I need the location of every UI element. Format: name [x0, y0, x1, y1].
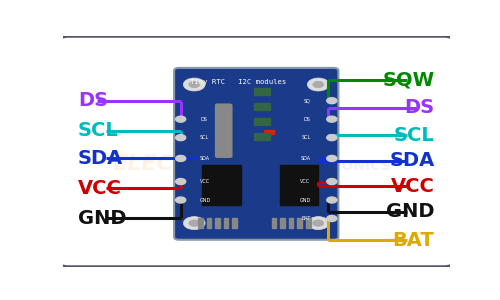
Text: DS: DS [200, 117, 207, 122]
Circle shape [327, 197, 337, 203]
Bar [264, 130, 274, 134]
FancyBboxPatch shape [174, 68, 338, 240]
Circle shape [176, 155, 186, 161]
Circle shape [189, 81, 200, 88]
Text: GND: GND [386, 202, 434, 221]
Text: Tiny RTC   I2C modules: Tiny RTC I2C modules [190, 79, 286, 85]
Bar [198, 218, 203, 228]
Circle shape [184, 78, 205, 91]
Text: SCL: SCL [200, 135, 209, 140]
Circle shape [327, 215, 337, 221]
Bar [215, 218, 220, 228]
Text: SDA: SDA [200, 156, 210, 161]
Text: SCL: SCL [301, 135, 310, 140]
Text: DS: DS [404, 98, 434, 117]
Text: SDA: SDA [300, 156, 310, 161]
Text: VCC: VCC [390, 177, 434, 196]
Circle shape [176, 197, 186, 203]
Bar [224, 218, 228, 228]
Bar [298, 218, 302, 228]
FancyBboxPatch shape [58, 36, 454, 267]
Text: SDA: SDA [78, 149, 123, 168]
Circle shape [327, 155, 337, 161]
Circle shape [313, 81, 324, 88]
Circle shape [327, 116, 337, 122]
Text: SQW: SQW [382, 70, 434, 89]
Text: BAT: BAT [301, 216, 310, 221]
Text: VCC: VCC [300, 179, 310, 184]
Bar [306, 218, 310, 228]
Text: ELEC: ELEC [113, 154, 174, 174]
Bar [232, 218, 237, 228]
Circle shape [176, 116, 186, 122]
Bar [202, 165, 241, 205]
Circle shape [184, 217, 205, 230]
Text: DS: DS [304, 117, 310, 122]
Bar [280, 165, 318, 205]
Bar [280, 218, 285, 228]
Circle shape [176, 178, 186, 184]
Bar [254, 88, 270, 95]
Text: SQ: SQ [304, 98, 310, 103]
Text: TRONICS: TRONICS [322, 159, 392, 173]
Circle shape [327, 178, 337, 184]
Circle shape [308, 217, 329, 230]
Circle shape [327, 98, 337, 104]
Bar [206, 218, 212, 228]
Bar [254, 118, 270, 125]
Bar [254, 133, 270, 140]
Circle shape [308, 78, 329, 91]
Text: GND: GND [299, 197, 310, 202]
Text: SCL: SCL [78, 121, 119, 140]
Text: VCC: VCC [200, 179, 210, 184]
Text: BAT: BAT [393, 231, 434, 250]
Circle shape [327, 135, 337, 141]
FancyBboxPatch shape [216, 104, 232, 157]
Circle shape [313, 220, 324, 226]
Text: DS: DS [78, 91, 108, 110]
Text: SCL: SCL [394, 126, 434, 145]
Text: GND: GND [200, 197, 211, 202]
Text: VCC: VCC [78, 179, 122, 198]
Circle shape [176, 135, 186, 141]
Bar [272, 218, 276, 228]
Text: GND: GND [78, 209, 126, 228]
Text: SDA: SDA [389, 151, 434, 170]
Circle shape [189, 220, 200, 226]
Bar [254, 103, 270, 110]
Bar [289, 218, 294, 228]
